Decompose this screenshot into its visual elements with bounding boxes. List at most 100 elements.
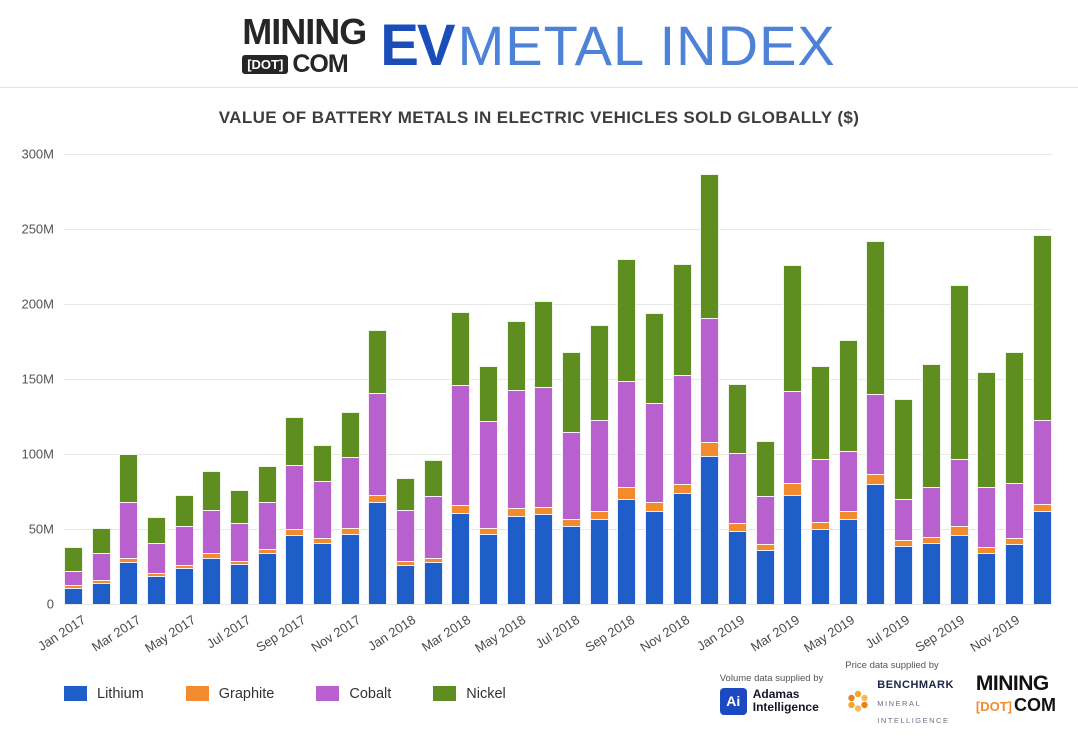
bar-segment-cobalt[interactable] bbox=[755, 496, 775, 545]
bar-segment-graphite[interactable] bbox=[534, 506, 554, 514]
bar-aug-2017[interactable] bbox=[257, 154, 277, 604]
bar-segment-nickel[interactable] bbox=[617, 259, 637, 381]
bar-segment-graphite[interactable] bbox=[977, 547, 997, 553]
bar-segment-graphite[interactable] bbox=[340, 527, 360, 534]
bar-segment-nickel[interactable] bbox=[534, 301, 554, 387]
bar-segment-graphite[interactable] bbox=[64, 584, 83, 588]
bar-segment-cobalt[interactable] bbox=[866, 394, 886, 474]
bar-aug-2019[interactable] bbox=[921, 154, 941, 604]
bar-segment-lithium[interactable] bbox=[174, 568, 194, 604]
bar-sep-2017[interactable] bbox=[285, 154, 305, 604]
bar-segment-graphite[interactable] bbox=[894, 539, 914, 546]
bar-dec-2019[interactable] bbox=[1032, 154, 1052, 604]
bar-segment-lithium[interactable] bbox=[894, 545, 914, 604]
bar-sep-2018[interactable] bbox=[617, 154, 637, 604]
bar-segment-lithium[interactable] bbox=[728, 530, 748, 604]
bar-nov-2017[interactable] bbox=[340, 154, 360, 604]
bar-segment-lithium[interactable] bbox=[700, 455, 720, 604]
bar-segment-lithium[interactable] bbox=[562, 526, 582, 604]
bar-segment-lithium[interactable] bbox=[479, 533, 499, 604]
bar-segment-cobalt[interactable] bbox=[783, 391, 803, 483]
bar-segment-nickel[interactable] bbox=[838, 340, 858, 451]
bar-segment-graphite[interactable] bbox=[700, 442, 720, 456]
bar-jan-2019[interactable] bbox=[728, 154, 748, 604]
bar-oct-2018[interactable] bbox=[645, 154, 665, 604]
bar-segment-cobalt[interactable] bbox=[202, 509, 222, 553]
bar-segment-cobalt[interactable] bbox=[977, 487, 997, 548]
bar-segment-graphite[interactable] bbox=[589, 511, 609, 519]
bar-jun-2019[interactable] bbox=[866, 154, 886, 604]
bar-segment-lithium[interactable] bbox=[119, 562, 139, 604]
bar-segment-graphite[interactable] bbox=[921, 536, 941, 543]
bar-segment-graphite[interactable] bbox=[479, 527, 499, 534]
bar-segment-nickel[interactable] bbox=[423, 460, 443, 496]
bar-segment-lithium[interactable] bbox=[313, 542, 333, 604]
bar-segment-lithium[interactable] bbox=[202, 557, 222, 604]
bar-segment-graphite[interactable] bbox=[645, 502, 665, 511]
bar-segment-lithium[interactable] bbox=[977, 553, 997, 604]
bar-segment-graphite[interactable] bbox=[174, 565, 194, 568]
bar-segment-cobalt[interactable] bbox=[589, 419, 609, 511]
bar-segment-lithium[interactable] bbox=[755, 550, 775, 604]
bar-dec-2018[interactable] bbox=[700, 154, 720, 604]
bar-segment-lithium[interactable] bbox=[1032, 511, 1052, 604]
bar-nov-2018[interactable] bbox=[672, 154, 692, 604]
bar-segment-graphite[interactable] bbox=[949, 526, 969, 535]
bar-segment-graphite[interactable] bbox=[562, 518, 582, 526]
bar-segment-graphite[interactable] bbox=[285, 529, 305, 535]
bar-mar-2018[interactable] bbox=[451, 154, 471, 604]
bar-segment-cobalt[interactable] bbox=[479, 421, 499, 528]
bar-segment-lithium[interactable] bbox=[534, 514, 554, 604]
bar-segment-lithium[interactable] bbox=[368, 502, 388, 604]
bar-segment-lithium[interactable] bbox=[506, 515, 526, 604]
bar-segment-nickel[interactable] bbox=[672, 263, 692, 375]
bar-may-2017[interactable] bbox=[174, 154, 194, 604]
bar-segment-lithium[interactable] bbox=[645, 511, 665, 604]
legend-item-lithium[interactable]: Lithium bbox=[64, 686, 144, 702]
bar-segment-graphite[interactable] bbox=[230, 560, 250, 564]
bar-segment-nickel[interactable] bbox=[894, 398, 914, 500]
bar-segment-graphite[interactable] bbox=[755, 544, 775, 550]
bar-segment-lithium[interactable] bbox=[396, 565, 416, 604]
bar-segment-nickel[interactable] bbox=[1032, 235, 1052, 420]
bar-segment-lithium[interactable] bbox=[340, 533, 360, 604]
bar-segment-cobalt[interactable] bbox=[672, 374, 692, 484]
bar-apr-2018[interactable] bbox=[479, 154, 499, 604]
bar-segment-nickel[interactable] bbox=[119, 454, 139, 502]
bar-jul-2019[interactable] bbox=[894, 154, 914, 604]
bar-segment-nickel[interactable] bbox=[340, 412, 360, 458]
bar-segment-cobalt[interactable] bbox=[257, 502, 277, 549]
legend-item-nickel[interactable]: Nickel bbox=[433, 686, 506, 702]
bar-segment-lithium[interactable] bbox=[147, 575, 167, 604]
bar-segment-nickel[interactable] bbox=[451, 311, 471, 385]
legend-item-graphite[interactable]: Graphite bbox=[185, 686, 274, 702]
bar-segment-nickel[interactable] bbox=[977, 371, 997, 488]
bar-segment-nickel[interactable] bbox=[866, 241, 886, 395]
bar-segment-graphite[interactable] bbox=[672, 484, 692, 493]
bar-segment-lithium[interactable] bbox=[672, 493, 692, 604]
bar-segment-cobalt[interactable] bbox=[147, 542, 167, 573]
bar-segment-cobalt[interactable] bbox=[921, 487, 941, 537]
bar-segment-cobalt[interactable] bbox=[174, 526, 194, 566]
bar-segment-lithium[interactable] bbox=[811, 529, 831, 604]
bar-feb-2018[interactable] bbox=[423, 154, 443, 604]
bar-segment-cobalt[interactable] bbox=[368, 392, 388, 495]
bar-segment-nickel[interactable] bbox=[396, 478, 416, 510]
bar-segment-graphite[interactable] bbox=[617, 487, 637, 499]
bar-segment-cobalt[interactable] bbox=[230, 523, 250, 561]
bar-segment-lithium[interactable] bbox=[451, 512, 471, 604]
bar-segment-cobalt[interactable] bbox=[617, 380, 637, 488]
bar-segment-lithium[interactable] bbox=[866, 484, 886, 604]
bar-segment-graphite[interactable] bbox=[451, 505, 471, 513]
bar-segment-cobalt[interactable] bbox=[1004, 482, 1024, 539]
bar-segment-graphite[interactable] bbox=[728, 523, 748, 531]
bar-segment-nickel[interactable] bbox=[368, 329, 388, 393]
bar-segment-lithium[interactable] bbox=[921, 542, 941, 604]
bar-segment-graphite[interactable] bbox=[119, 557, 139, 562]
bar-feb-2019[interactable] bbox=[755, 154, 775, 604]
bar-segment-cobalt[interactable] bbox=[64, 571, 83, 585]
bar-segment-cobalt[interactable] bbox=[811, 458, 831, 522]
bar-jun-2017[interactable] bbox=[202, 154, 222, 604]
bar-segment-nickel[interactable] bbox=[700, 173, 720, 318]
bar-segment-graphite[interactable] bbox=[838, 511, 858, 519]
